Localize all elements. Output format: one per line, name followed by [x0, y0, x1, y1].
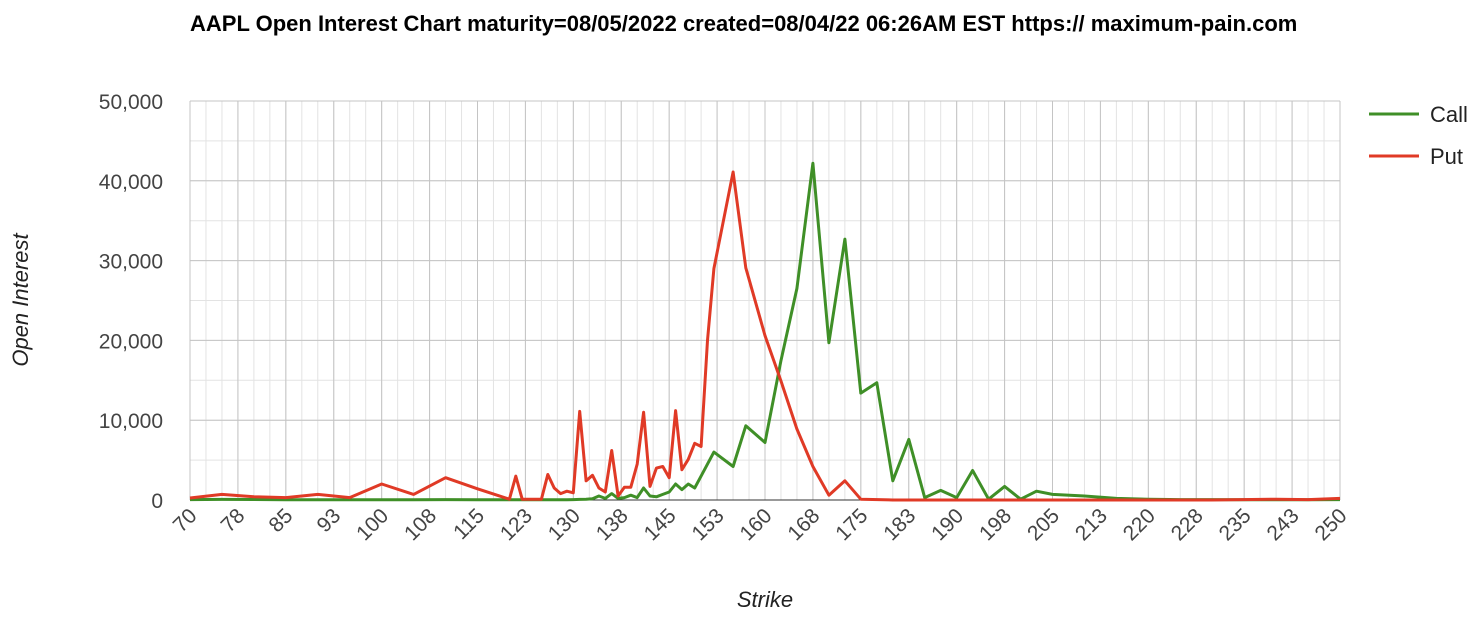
- y-tick-label: 0: [151, 490, 163, 513]
- x-tick-label: 213: [1071, 504, 1112, 545]
- legend-label-put: Put: [1430, 144, 1463, 169]
- x-tick-label: 78: [217, 504, 250, 537]
- y-tick-label: 20,000: [99, 330, 163, 353]
- y-axis-title: Open Interest: [8, 232, 33, 366]
- x-tick-label: 70: [169, 504, 202, 537]
- legend: Call Put: [1369, 102, 1468, 169]
- legend-label-call: Call: [1430, 102, 1468, 127]
- x-tick-label: 93: [313, 504, 346, 537]
- x-tick-label: 145: [640, 504, 681, 545]
- x-tick-label: 168: [783, 504, 824, 545]
- x-tick-label: 220: [1119, 504, 1160, 545]
- x-tick-label: 190: [927, 504, 968, 545]
- y-tick-label: 10,000: [99, 410, 163, 433]
- x-tick-label: 85: [265, 504, 298, 537]
- x-tick-label: 243: [1263, 504, 1304, 545]
- y-tick-label: 40,000: [99, 171, 163, 194]
- y-tick-label: 50,000: [99, 91, 163, 114]
- y-axis-ticks: 0 10,000 20,000 30,000 40,000 50,000: [99, 91, 163, 513]
- x-tick-label: 175: [831, 504, 872, 545]
- x-tick-label: 235: [1215, 504, 1256, 545]
- x-tick-label: 115: [449, 504, 489, 544]
- x-tick-label: 205: [1023, 504, 1064, 545]
- x-tick-label: 228: [1167, 504, 1208, 545]
- chart-title: AAPL Open Interest Chart maturity=08/05/…: [190, 11, 1298, 36]
- series-line-call: [189, 161, 1341, 502]
- grid-lines: [189, 100, 1341, 501]
- x-tick-label: 153: [688, 504, 729, 545]
- y-tick-label: 30,000: [99, 251, 163, 274]
- x-tick-label: 183: [879, 504, 920, 545]
- x-tick-label: 123: [496, 504, 537, 545]
- x-tick-label: 250: [1310, 504, 1351, 545]
- x-tick-label: 138: [592, 504, 633, 545]
- series-line-put: [189, 170, 1341, 502]
- x-tick-label: 160: [735, 504, 776, 545]
- series-lines: [189, 161, 1341, 502]
- x-tick-label: 198: [975, 504, 1016, 545]
- x-tick-label: 108: [400, 504, 441, 545]
- x-axis-ticks: 70 78 85 93 100 108 115 123 130 138 145 153 160 168 17…: [169, 504, 1352, 545]
- x-tick-label: 130: [544, 504, 585, 545]
- x-tick-label: 100: [352, 504, 393, 545]
- x-axis-title: Strike: [737, 587, 793, 612]
